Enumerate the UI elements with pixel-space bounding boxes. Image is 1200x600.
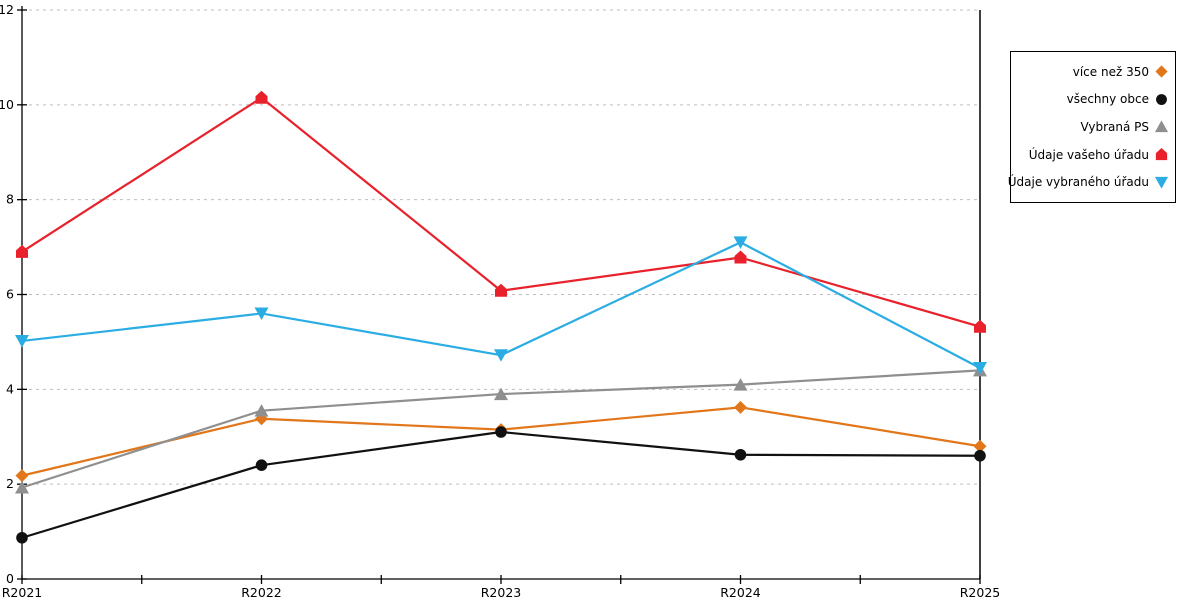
y-tick-label: 10 (0, 97, 14, 112)
triangle-up-marker-icon (254, 404, 269, 417)
series-line (21, 241, 981, 369)
circle-marker-icon (16, 531, 28, 544)
legend-label: Vybraná PS (1080, 119, 1149, 134)
legend-label: všechny obce (1066, 92, 1149, 107)
legend-item: Údaje vybraného úřadu (1008, 175, 1169, 190)
legend-item: všechny obce (1013, 92, 1169, 107)
triangle-down-marker-icon (254, 307, 269, 320)
triangle-down-marker-icon (15, 334, 29, 348)
triangle-down-marker-icon (733, 236, 748, 249)
triangle-up-marker-icon (494, 387, 508, 401)
triangle-up-marker-icon (733, 378, 748, 391)
legend-marker-triangle-up-icon (1154, 120, 1169, 133)
legend-item: více než 350 (1013, 64, 1169, 79)
circle-marker-icon (255, 459, 268, 472)
series-line (21, 430, 981, 539)
diamond-marker-icon (734, 400, 747, 414)
circle-marker-icon (974, 449, 986, 462)
circle-marker-icon (495, 426, 507, 438)
y-tick-label: 8 (6, 192, 14, 207)
triangle-down-marker-icon (973, 361, 987, 375)
x-tick-label: R2023 (481, 585, 522, 600)
legend-label: Údaje vybraného úřadu (1007, 175, 1149, 190)
triangle-down-marker-icon (494, 349, 508, 362)
y-tick-label: 6 (6, 287, 14, 302)
diamond-marker-icon (15, 469, 29, 483)
legend-label: Údaje vašeho úřadu (1028, 147, 1149, 162)
house-marker-icon (255, 90, 268, 104)
x-tick-label: R2024 (720, 585, 761, 600)
x-tick-label: R2022 (241, 585, 282, 600)
legend-marker-house-icon (1155, 148, 1168, 161)
house-marker-icon (495, 283, 507, 297)
house-marker-icon (16, 244, 28, 258)
house-marker-icon (974, 319, 986, 333)
legend-marker-triangle-down-icon (1154, 176, 1169, 189)
y-tick-label: 2 (6, 476, 14, 491)
legend-marker-circle-icon (1156, 93, 1167, 105)
y-tick-label: 4 (6, 381, 14, 396)
y-tick-label: 12 (0, 2, 14, 17)
x-tick-label: R2025 (960, 585, 1001, 600)
legend-item: Údaje vašeho úřadu (1013, 147, 1169, 162)
y-tick-label: 0 (6, 571, 14, 586)
diamond-marker-icon (973, 439, 987, 453)
triangle-up-marker-icon (15, 480, 29, 494)
circle-marker-icon (734, 448, 747, 461)
legend: více než 350 všechny obce Vybraná PS Údaje … (1008, 51, 1176, 203)
legend-item: Vybraná PS (1013, 119, 1169, 134)
x-tick-label: R2021 (2, 585, 43, 600)
legend-label: více než 350 (1072, 64, 1149, 79)
legend-marker-diamond-icon (1155, 65, 1168, 78)
house-marker-icon (734, 250, 747, 264)
